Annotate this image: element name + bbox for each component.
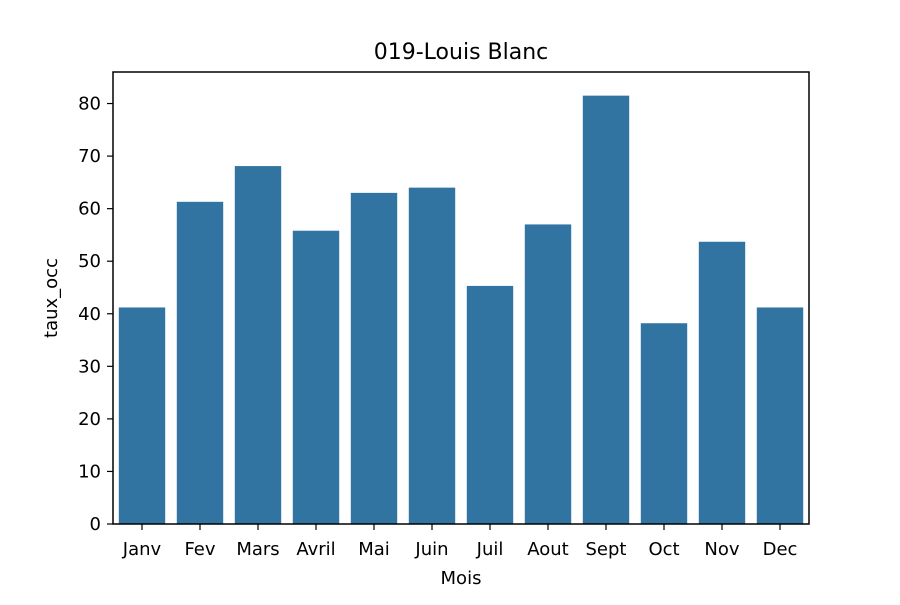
bar-janv <box>118 307 166 524</box>
bar-juin <box>408 187 456 524</box>
bar-avril <box>292 230 340 525</box>
bar-nov <box>698 241 746 524</box>
bar-juil <box>466 285 514 524</box>
x-tick-label: Juin <box>414 539 448 560</box>
y-tick-label: 10 <box>78 461 101 482</box>
x-tick-label: Mai <box>358 539 390 560</box>
y-tick-label: 60 <box>78 199 101 220</box>
x-axis-label: Mois <box>441 568 482 589</box>
bars-group <box>118 95 804 525</box>
bar-mars <box>234 166 282 524</box>
y-axis-label: taux_occ <box>41 258 62 338</box>
y-tick-label: 0 <box>90 514 101 535</box>
x-tick-label: Juil <box>476 539 504 560</box>
y-tick-label: 20 <box>78 409 101 430</box>
x-axis-ticks: Janv Fev Mars Avril Mai Juin Juil Aout Sept Oct No… <box>122 524 798 560</box>
plot-frame <box>112 71 810 525</box>
y-tick-label: 70 <box>78 146 101 167</box>
bar-oct <box>640 323 688 524</box>
x-tick-label: Janv <box>122 539 162 560</box>
x-tick-label: Sept <box>586 539 627 560</box>
x-tick-label: Oct <box>648 539 679 560</box>
y-tick-label: 80 <box>78 94 101 115</box>
chart-title: 019-Louis Blanc <box>374 40 549 65</box>
y-axis-ticks: 0 10 20 30 40 50 60 70 80 <box>78 94 113 535</box>
bar-fev <box>176 201 224 524</box>
x-tick-label: Aout <box>527 539 568 560</box>
x-tick-label: Mars <box>236 539 279 560</box>
y-tick-label: 40 <box>78 304 101 325</box>
x-tick-label: Avril <box>296 539 335 560</box>
x-tick-label: Nov <box>704 539 739 560</box>
bar-aout <box>524 224 572 525</box>
x-tick-label: Dec <box>763 539 798 560</box>
bar-mai <box>350 192 398 524</box>
bar-sept <box>582 95 630 525</box>
y-tick-label: 30 <box>78 356 101 377</box>
x-tick-label: Fev <box>184 539 215 560</box>
y-tick-label: 50 <box>78 251 101 272</box>
bar-dec <box>756 307 804 524</box>
